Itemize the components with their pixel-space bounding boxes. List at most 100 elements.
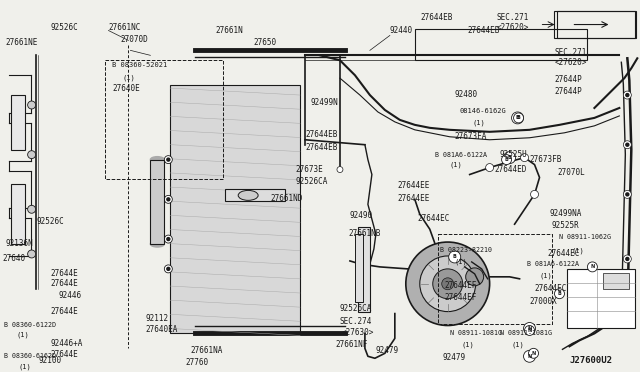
Bar xyxy=(225,189,285,201)
Bar xyxy=(358,227,370,312)
Text: (1): (1) xyxy=(511,341,524,348)
Circle shape xyxy=(504,152,516,164)
Text: 27644EE: 27644EE xyxy=(398,182,430,190)
Ellipse shape xyxy=(150,157,164,163)
Text: 27661NF: 27661NF xyxy=(335,340,367,349)
Text: 92526C: 92526C xyxy=(36,217,65,226)
Circle shape xyxy=(28,101,36,109)
Text: B 08360-52021: B 08360-52021 xyxy=(113,62,168,68)
Text: B: B xyxy=(516,115,520,121)
Text: 27644E: 27644E xyxy=(51,279,78,288)
Circle shape xyxy=(531,190,538,198)
Text: 92499NA: 92499NA xyxy=(550,209,582,218)
Bar xyxy=(355,234,363,302)
Text: SEC.271: SEC.271 xyxy=(554,48,587,57)
Text: B 081A6-6122A: B 081A6-6122A xyxy=(527,261,579,267)
Circle shape xyxy=(623,190,631,198)
Text: N 08911-1081G: N 08911-1081G xyxy=(450,330,502,336)
Text: (1): (1) xyxy=(454,259,467,266)
Text: 27644EB: 27644EB xyxy=(468,26,500,35)
Text: 92479: 92479 xyxy=(376,346,399,355)
Text: 27760: 27760 xyxy=(186,358,209,367)
Text: N: N xyxy=(527,326,532,331)
Text: 27661ND: 27661ND xyxy=(270,195,303,203)
Text: 92525R: 92525R xyxy=(552,221,579,230)
Text: N: N xyxy=(527,328,532,333)
Text: 92136N: 92136N xyxy=(6,239,33,248)
Text: 92480: 92480 xyxy=(454,90,478,99)
Text: 27661N: 27661N xyxy=(215,26,243,35)
Text: 92499N: 92499N xyxy=(310,98,338,107)
Circle shape xyxy=(626,143,629,146)
Text: B 08360-6122D: B 08360-6122D xyxy=(4,321,56,327)
Circle shape xyxy=(167,267,170,270)
Text: N: N xyxy=(590,264,595,269)
Circle shape xyxy=(626,94,629,97)
Text: 27644EB: 27644EB xyxy=(305,143,337,152)
Text: (1): (1) xyxy=(122,74,135,81)
Text: 27644EB: 27644EB xyxy=(305,130,337,139)
Circle shape xyxy=(164,155,172,164)
Circle shape xyxy=(449,251,461,263)
Text: B 08223-82210: B 08223-82210 xyxy=(440,247,492,253)
Circle shape xyxy=(626,193,629,196)
Text: (1): (1) xyxy=(540,273,552,279)
Text: 27661NB: 27661NB xyxy=(348,229,380,238)
Text: B: B xyxy=(557,291,561,296)
Text: <27620>: <27620> xyxy=(554,58,587,67)
Bar xyxy=(568,269,636,328)
Ellipse shape xyxy=(238,190,258,201)
Text: 27673FA: 27673FA xyxy=(454,132,487,141)
Text: 27070D: 27070D xyxy=(120,35,148,45)
Text: 27673E: 27673E xyxy=(295,164,323,174)
Circle shape xyxy=(28,151,36,158)
Bar xyxy=(106,60,223,179)
Circle shape xyxy=(406,242,490,326)
Text: 92440: 92440 xyxy=(390,26,413,35)
Circle shape xyxy=(28,250,36,258)
Text: 27644EB: 27644EB xyxy=(420,13,453,22)
Bar xyxy=(170,85,300,333)
Circle shape xyxy=(588,262,597,272)
Text: 92526CA: 92526CA xyxy=(340,304,372,312)
Circle shape xyxy=(502,155,511,164)
Text: 27640E: 27640E xyxy=(113,84,140,93)
Circle shape xyxy=(167,238,170,241)
Bar xyxy=(415,29,588,60)
Text: SEC.274: SEC.274 xyxy=(340,317,372,326)
Text: 27644E: 27644E xyxy=(51,307,78,315)
Text: 92112: 92112 xyxy=(145,314,168,323)
Circle shape xyxy=(623,91,631,99)
Text: <27620>: <27620> xyxy=(497,23,529,32)
Circle shape xyxy=(525,326,534,336)
Text: 27644E: 27644E xyxy=(51,269,78,278)
Circle shape xyxy=(164,195,172,203)
Text: B 081A6-6122A: B 081A6-6122A xyxy=(435,152,487,158)
Text: B: B xyxy=(508,155,511,160)
Text: <27630>: <27630> xyxy=(342,328,374,337)
Circle shape xyxy=(167,198,170,201)
Text: 27644ED: 27644ED xyxy=(495,164,527,174)
Circle shape xyxy=(511,112,524,124)
Text: 92446: 92446 xyxy=(59,291,82,300)
Circle shape xyxy=(164,265,172,273)
Text: (1): (1) xyxy=(461,341,474,348)
Text: 92525U: 92525U xyxy=(500,150,527,159)
Text: 27070L: 27070L xyxy=(557,167,585,177)
Circle shape xyxy=(466,268,484,286)
Text: J27600U2: J27600U2 xyxy=(570,356,612,365)
Text: 92446+A: 92446+A xyxy=(51,339,83,349)
Circle shape xyxy=(513,113,524,123)
Circle shape xyxy=(433,269,463,299)
Text: 27644EF: 27644EF xyxy=(445,293,477,302)
Circle shape xyxy=(167,158,170,161)
Text: B: B xyxy=(505,157,508,162)
Ellipse shape xyxy=(150,241,164,247)
Text: B: B xyxy=(453,254,456,259)
Text: (1): (1) xyxy=(19,363,31,370)
Circle shape xyxy=(337,167,343,173)
Circle shape xyxy=(520,154,529,161)
Text: 27644E: 27644E xyxy=(51,350,78,359)
Text: 08146-6162G: 08146-6162G xyxy=(460,108,506,114)
Text: 92490: 92490 xyxy=(350,211,373,220)
